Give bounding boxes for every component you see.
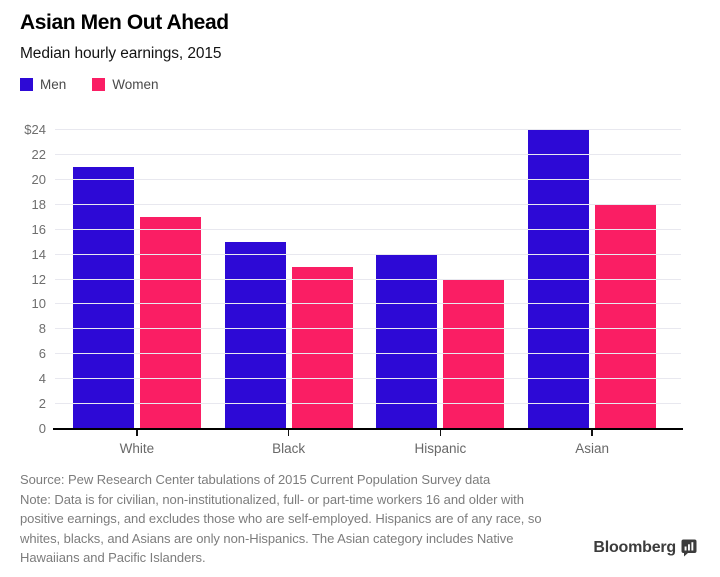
y-axis-tick-label: 12 [31, 271, 46, 287]
bar-asian-men [528, 130, 590, 429]
bar-hispanic-women [443, 279, 505, 429]
gridline [55, 153, 681, 155]
legend-item-men: Men [20, 77, 66, 92]
bar-group-black [213, 130, 365, 429]
x-axis-label-hispanic: Hispanic [414, 441, 467, 456]
bloomberg-logo: Bloomberg [593, 539, 697, 557]
gridline [55, 203, 681, 205]
footer-notes: Source: Pew Research Center tabulations … [20, 470, 565, 568]
legend-label-women: Women [112, 77, 159, 92]
bar-black-women [291, 267, 353, 429]
y-axis-tick-label: 18 [31, 196, 46, 212]
x-tick-cell [61, 430, 213, 436]
gridline [55, 278, 681, 280]
gridline [55, 303, 681, 305]
y-axis-tick-label: 16 [31, 221, 46, 237]
bar-white-men [72, 167, 134, 429]
gridline [55, 378, 681, 380]
bar-group-white [61, 130, 213, 429]
legend-item-women: Women [92, 77, 159, 92]
bloomberg-wordmark: Bloomberg [593, 539, 676, 556]
y-axis-tick-label: 10 [31, 296, 46, 312]
chart-title: Asian Men Out Ahead [20, 11, 229, 34]
gridline [55, 353, 681, 355]
gridline [55, 253, 681, 255]
x-axis-label-white: White [119, 441, 155, 456]
y-axis-tick-label: 2 [38, 396, 46, 412]
x-axis-tick [287, 430, 290, 436]
bloomberg-terminal-icon [681, 539, 697, 557]
source-line: Source: Pew Research Center tabulations … [20, 472, 491, 487]
x-axis-baseline [53, 428, 683, 430]
y-axis-tick-label: 20 [31, 171, 46, 187]
x-axis-label-black: Black [272, 441, 306, 456]
bar-asian-women [595, 204, 657, 429]
gridline [55, 228, 681, 230]
plot-area [55, 129, 681, 429]
legend-label-men: Men [40, 77, 67, 92]
legend: Men Women [20, 77, 159, 92]
x-axis-labels: White Black Hispanic Asian [61, 441, 668, 456]
bar-hispanic-men [376, 254, 438, 429]
x-tick-cell [516, 430, 668, 436]
x-axis-tick [591, 430, 593, 436]
bars-area [61, 130, 668, 429]
bar-group-asian [516, 130, 668, 429]
gridline [55, 403, 681, 405]
x-axis-tick [136, 430, 138, 436]
bar-white-women [139, 217, 201, 429]
chart-subtitle: Median hourly earnings, 2015 [20, 45, 222, 62]
men-color-swatch [20, 78, 33, 91]
gridline [55, 178, 681, 180]
y-axis-tick-label: $24 [24, 122, 46, 137]
x-axis-label-asian: Asian [575, 441, 610, 456]
y-axis-tick-label: 8 [38, 321, 46, 337]
note-line: Note: Data is for civilian, non-institut… [20, 491, 542, 566]
women-color-swatch [92, 78, 106, 91]
y-axis-tick-label: 4 [38, 371, 46, 387]
bar-group-hispanic [365, 130, 517, 429]
x-tick-cell [365, 430, 517, 436]
y-axis-labels: 0 2 4 6 8 10 12 14 16 18 20 22 $24 [0, 122, 46, 436]
bar-black-men [224, 242, 286, 429]
y-axis-tick-label: 14 [31, 246, 46, 262]
y-axis-tick-label: 22 [31, 146, 46, 162]
x-axis-tick [439, 430, 442, 436]
gridline [55, 328, 681, 330]
x-axis-ticks [61, 430, 668, 436]
x-tick-cell [213, 430, 365, 436]
gridline [55, 129, 681, 130]
y-axis-tick-label: 6 [38, 346, 46, 362]
y-axis-tick-label: 0 [38, 421, 46, 436]
